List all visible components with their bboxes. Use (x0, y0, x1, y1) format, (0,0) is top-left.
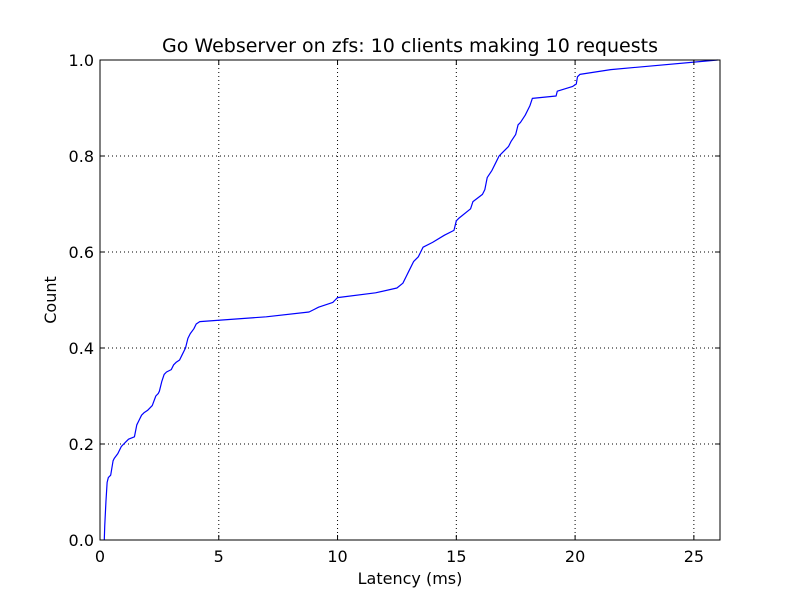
x-tick-label: 25 (684, 547, 704, 566)
y-tick-label: 1.0 (69, 51, 94, 70)
grid-lines (99, 59, 720, 541)
y-tick-label: 0.4 (69, 339, 94, 358)
x-tick-label: 10 (327, 547, 347, 566)
x-tick-label: 15 (446, 547, 466, 566)
x-tick-label: 5 (214, 547, 224, 566)
y-axis-label: Count (41, 276, 60, 324)
y-tick-label: 0.0 (69, 531, 94, 550)
x-axis-label: Latency (ms) (358, 569, 463, 588)
y-tick-label: 0.2 (69, 435, 94, 454)
axis-ticks: 0 5 10 15 20 25 0.0 0.2 0.4 0.6 0.8 1.0 (69, 51, 720, 566)
x-tick-label: 20 (565, 547, 585, 566)
plot-frame (99, 59, 721, 541)
y-tick-label: 0.8 (69, 147, 94, 166)
chart-title: Go Webserver on zfs: 10 clients making 1… (162, 35, 658, 57)
cdf-series-line (103, 59, 718, 541)
y-tick-label: 0.6 (69, 243, 94, 262)
plot-area (103, 59, 718, 541)
x-tick-label: 0 (95, 547, 105, 566)
